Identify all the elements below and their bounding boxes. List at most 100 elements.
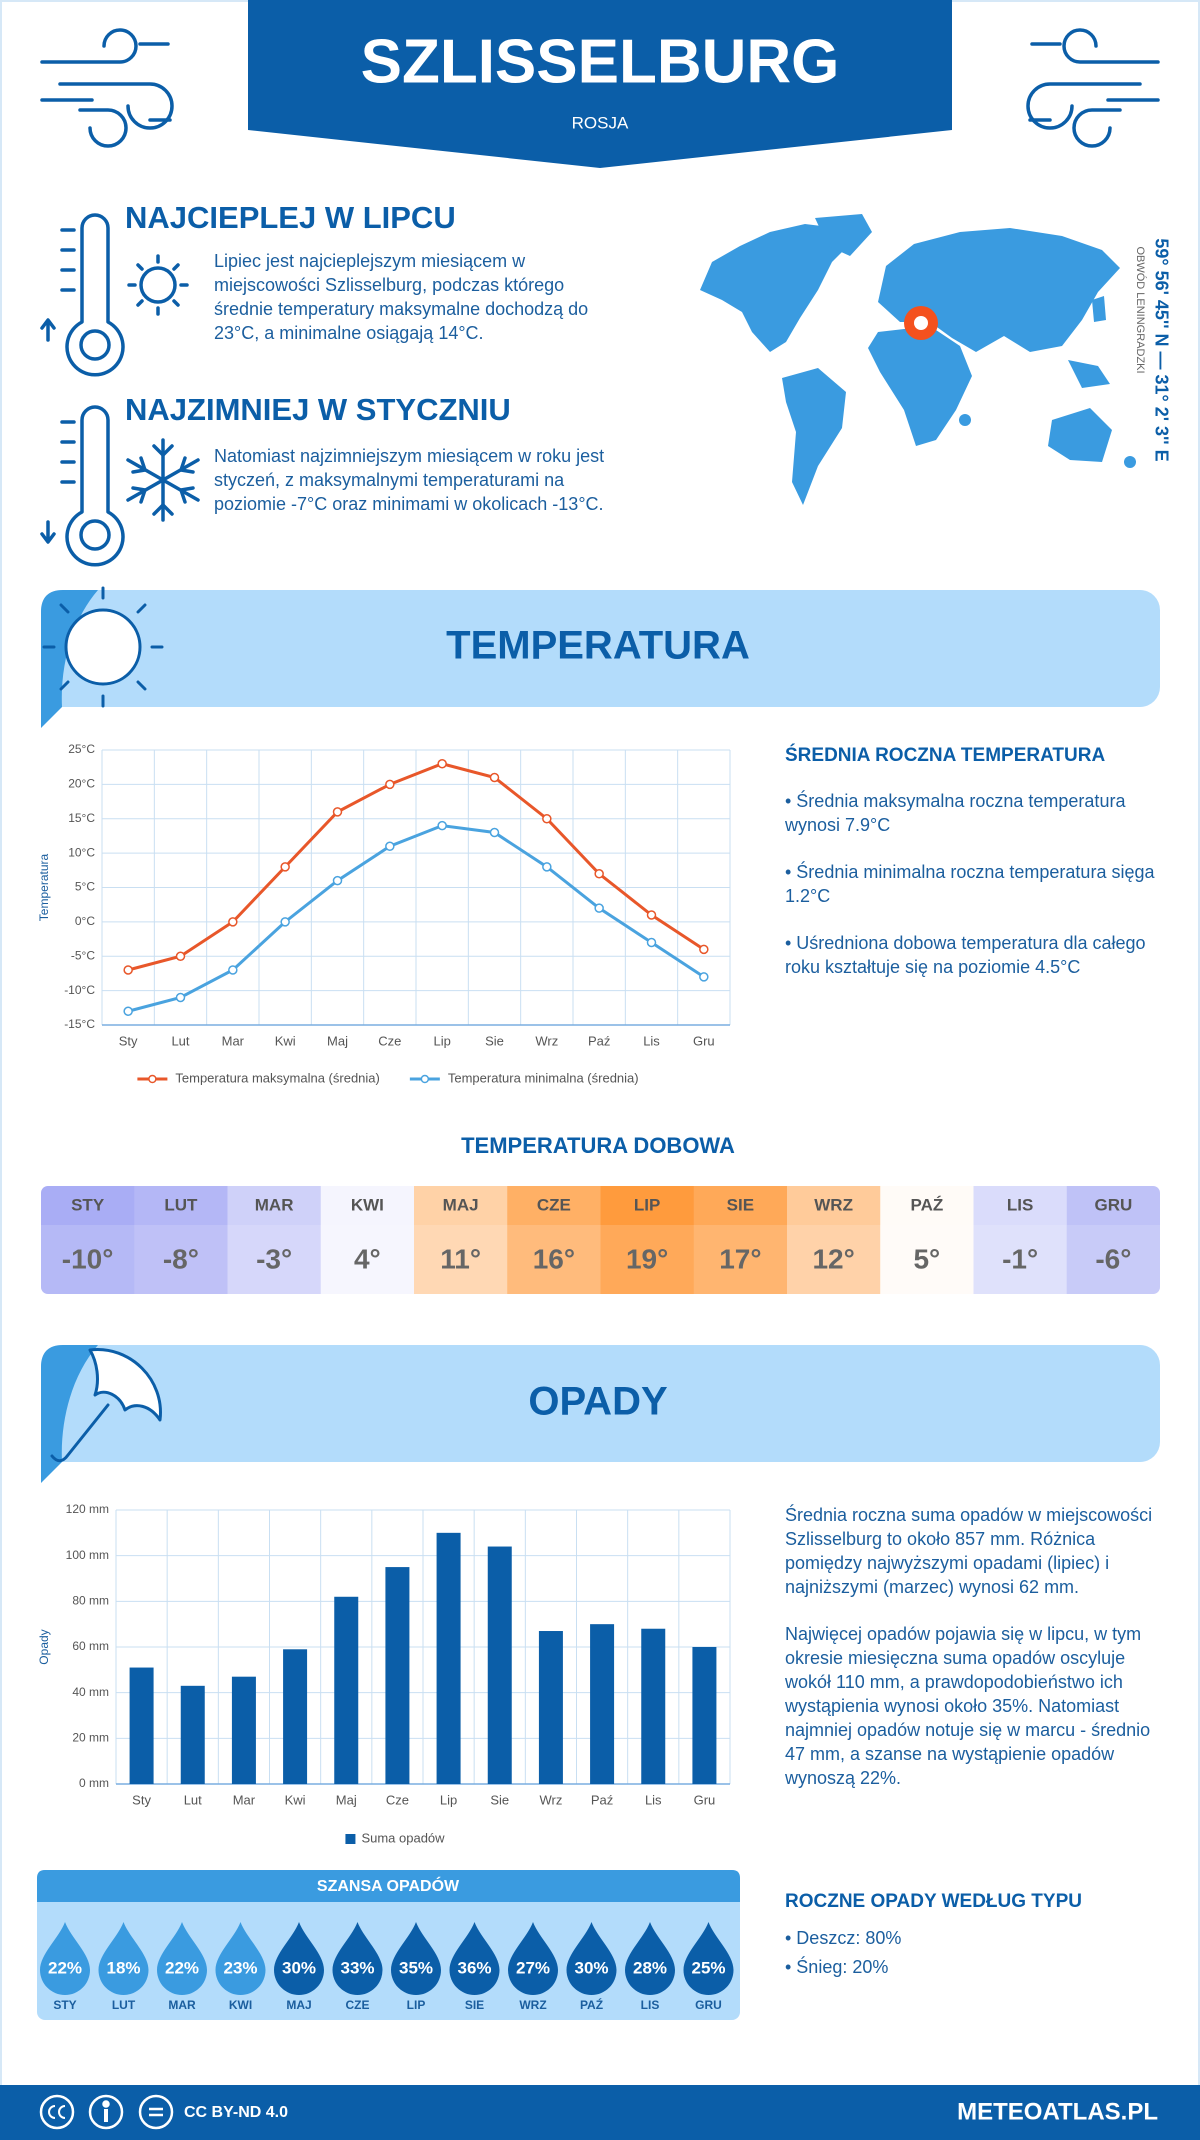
drop: [274, 1922, 324, 1995]
table-month: MAR: [255, 1195, 294, 1214]
table-value-cell: [41, 1225, 135, 1294]
table-value-cell: [787, 1225, 881, 1294]
drop-month: PAŹ: [580, 1997, 603, 2012]
table-month: WRZ: [814, 1195, 853, 1214]
table-month: LUT: [164, 1195, 198, 1214]
x-tick-label: Gru: [694, 1792, 716, 1807]
city-title: SZLISSELBURG: [361, 27, 840, 96]
precip-types-title: ROCZNE OPADY WEDŁUG TYPU: [785, 1891, 1082, 1912]
precipitation-text: Średnia roczna suma opadów w miejscowośc…: [785, 1503, 1160, 1813]
summary-item: • Średnia minimalna roczna temperatura s…: [785, 862, 1155, 906]
point: [646, 910, 657, 920]
drop-month: KWI: [229, 1998, 252, 2012]
wind-icon-left: [40, 28, 174, 148]
table-header-cell: [507, 1186, 601, 1225]
series-line: [127, 762, 705, 972]
y-axis-label: Opady: [37, 1629, 51, 1664]
drop-month: LUT: [112, 1998, 136, 2012]
title-banner: [248, 0, 952, 168]
section-title: TEMPERATURA: [446, 624, 750, 668]
bar: [180, 1685, 205, 1784]
y-tick-label: 40 mm: [72, 1685, 109, 1699]
warmest-title: NAJCIEPLEJ W LIPCU: [125, 200, 456, 235]
drop-month: LIP: [407, 1998, 426, 2012]
table-value: 11°: [440, 1243, 481, 1274]
x-tick-label: Sie: [490, 1792, 509, 1807]
y-tick-label: 60 mm: [72, 1639, 109, 1653]
table-header-cell: [973, 1186, 1068, 1225]
table-month: CZE: [537, 1195, 571, 1214]
y-tick-label: 80 mm: [72, 1594, 109, 1608]
x-tick-label: Maj: [336, 1792, 357, 1807]
table-month: KWI: [351, 1195, 384, 1214]
chart: Sty Lut Mar Kwi Maj Cze Lip Sie Wrz Paź Lis Gru -15°…: [37, 742, 731, 1085]
bar: [487, 1546, 512, 1784]
point: [594, 903, 604, 913]
point: [489, 772, 500, 783]
summary-item: • Średnia maksymalna roczna temperatura …: [785, 791, 1126, 835]
drop-value: 25%: [691, 1958, 725, 1977]
legend-label: Temperatura maksymalna (średnia): [175, 1070, 379, 1085]
table-month: GRU: [1094, 1195, 1132, 1214]
legend-swatch-point: [148, 1074, 157, 1084]
drop: [449, 1922, 500, 1995]
point: [385, 841, 395, 851]
point: [332, 875, 343, 886]
table-month: LIS: [1007, 1195, 1033, 1214]
x-tick-label: Sie: [485, 1033, 504, 1048]
drop-value: 18%: [106, 1958, 140, 1977]
drop-value: 28%: [633, 1958, 667, 1977]
x-tick-label: Kwi: [285, 1792, 306, 1807]
rain-chance-header: [37, 1870, 740, 1902]
table-value-tint: [880, 1225, 974, 1294]
x-tick-label: Mar: [222, 1033, 245, 1048]
drop-month: MAR: [168, 1998, 196, 2012]
bar: [385, 1567, 410, 1784]
table-header-cell: [880, 1186, 974, 1225]
daily-temp-table: STY -10° LUT -8° MAR -3° KWI 4° MAJ 11° CZE 16° LIP 1…: [41, 1186, 1160, 1294]
drop-value: 22%: [165, 1958, 199, 1977]
x-tick-label: Cze: [386, 1792, 409, 1807]
y-tick-label: 5°C: [75, 880, 95, 894]
table-header-cell: [41, 1186, 135, 1225]
table-header-cell: [600, 1186, 695, 1225]
x-tick-label: Kwi: [275, 1033, 296, 1048]
location-marker-center: [914, 316, 928, 330]
drop: [683, 1922, 734, 1995]
legend-swatch: [345, 1834, 356, 1844]
banner-corner: [41, 1345, 98, 1483]
rain-chance-title: SZANSA OPADÓW: [317, 1876, 460, 1895]
x-tick-label: Lis: [645, 1792, 662, 1807]
table-month: LIP: [634, 1195, 660, 1214]
point: [123, 965, 133, 975]
table-value-tint: [41, 1225, 135, 1294]
x-tick-label: Cze: [378, 1033, 401, 1048]
point: [489, 827, 500, 838]
y-tick-label: 20 mm: [72, 1731, 109, 1745]
point: [699, 944, 709, 955]
license: CC BY-ND 4.0: [184, 2104, 288, 2121]
sun-icon: [42, 586, 164, 708]
x-tick-label: Lip: [433, 1033, 450, 1048]
drop: [391, 1922, 441, 1995]
x-tick-label: Wrz: [539, 1792, 562, 1807]
drop-value: 36%: [457, 1958, 491, 1977]
y-tick-label: 0°C: [75, 914, 95, 928]
paragraph: Najwięcej opadów pojawia się w lipcu, w …: [785, 1624, 1151, 1788]
thermometer-cold-icon: [40, 405, 200, 567]
warmest-text: Lipiec jest najcieplejszym miesiącem w m…: [214, 251, 589, 343]
drop: [508, 1922, 558, 1995]
table-value-tint: [134, 1225, 228, 1294]
umbrella-icon: [50, 1348, 162, 1463]
table-month: PAŹ: [911, 1195, 944, 1214]
point: [542, 814, 552, 824]
drop-month: MAJ: [286, 1998, 311, 2012]
x-tick-label: Wrz: [535, 1033, 558, 1048]
rain-chance-drops: 22% STY 18% LUT 22% MAR 23% KWI 30% MAJ 33% CZE 35% L…: [40, 1922, 734, 2012]
x-tick-label: Sty: [119, 1033, 138, 1048]
table-value-tint: [414, 1225, 508, 1294]
bar: [692, 1647, 717, 1784]
table-month: SIE: [727, 1195, 754, 1214]
